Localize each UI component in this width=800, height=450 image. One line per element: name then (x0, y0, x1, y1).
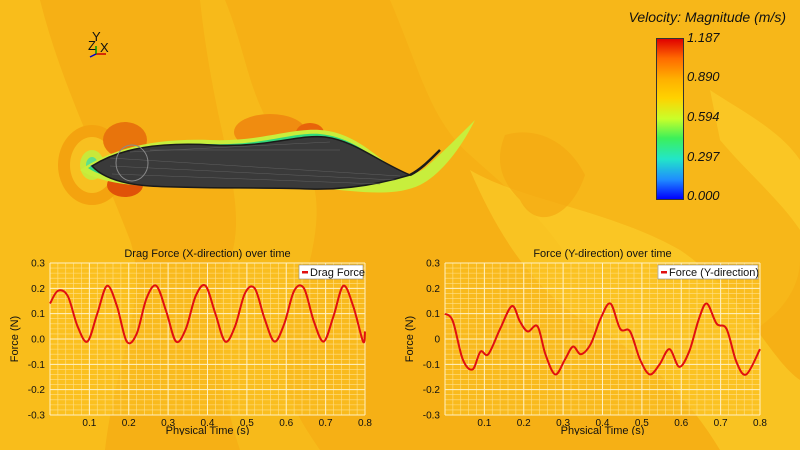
colorbar-tick-2: 0.890 (687, 69, 720, 84)
chart-title: Force (Y-direction) over time (533, 248, 671, 260)
y-tick-label: 0.0 (31, 335, 45, 346)
colorbar-tick-min: 0.000 (687, 188, 720, 203)
x-tick-label: 0.6 (279, 418, 293, 429)
y-tick-label: 0 (434, 335, 440, 346)
series-line (49, 284, 366, 345)
legend-swatch (302, 271, 308, 274)
y-tick-label: 0.2 (426, 284, 440, 295)
y-axis-label: Force (N) (9, 316, 21, 362)
drag-force-chart: Drag Force (X-direction) over time 0.1 0.2… (5, 245, 400, 435)
x-axis-label: Physical Time (s) (166, 425, 250, 435)
y-force-chart: Force (Y-direction) over time 0.1 0.2 0.3 0.… (400, 245, 795, 435)
x-tick-label: 0.5 (240, 418, 254, 429)
chart-svg: Drag Force (X-direction) over time 0.1 0.2… (9, 248, 372, 435)
y-tick-label: -0.1 (423, 360, 441, 371)
velocity-colorbar (656, 38, 684, 200)
x-tick-label: 0.6 (674, 418, 688, 429)
y-tick-label: 0.2 (31, 284, 45, 295)
y-axis-label: Force (N) (404, 316, 416, 362)
axis-z-label: Z (88, 38, 96, 53)
y-tick-label: 0.3 (31, 259, 45, 270)
colorbar-tick-max: 1.187 (687, 30, 720, 45)
x-tick-label: 0.8 (753, 418, 767, 429)
colorbar-title: Velocity: Magnitude (m/s) (628, 9, 786, 25)
legend-label: Drag Force (310, 267, 365, 279)
x-tick-label: 0.7 (714, 418, 728, 429)
y-tick-label: -0.2 (423, 385, 441, 396)
colorbar-tick-4: 0.297 (687, 149, 720, 164)
x-tick-label: 0.2 (517, 418, 531, 429)
x-tick-label: 0.3 (161, 418, 175, 429)
x-tick-label: 0.8 (358, 418, 372, 429)
x-tick-label: 0.4 (596, 418, 610, 429)
legend-swatch (661, 271, 667, 274)
series-line (444, 302, 761, 376)
axis-y-label: Y (92, 29, 101, 44)
axis-x-label: X (100, 40, 109, 55)
x-tick-label: 0.7 (319, 418, 333, 429)
colorbar-tick-3: 0.594 (687, 109, 720, 124)
axis-triad-icon (89, 46, 106, 58)
y-tick-label: 0.3 (426, 259, 440, 270)
legend-label: Force (Y-direction) (669, 267, 759, 279)
y-tick-label: 0.1 (31, 309, 45, 320)
y-tick-label: 0.1 (426, 309, 440, 320)
x-tick-label: 0.5 (635, 418, 649, 429)
x-tick-label: 0.1 (82, 418, 96, 429)
y-tick-label: -0.3 (28, 411, 46, 422)
x-tick-label: 0.2 (122, 418, 136, 429)
chart-title: Drag Force (X-direction) over time (124, 248, 290, 260)
x-axis-label: Physical Time (s) (561, 425, 645, 435)
x-tick-label: 0.4 (201, 418, 215, 429)
y-tick-label: -0.2 (28, 385, 46, 396)
y-tick-label: -0.1 (28, 360, 46, 371)
x-tick-label: 0.3 (556, 418, 570, 429)
legend-box (657, 264, 759, 280)
x-tick-label: 0.1 (477, 418, 491, 429)
chart-svg: Force (Y-direction) over time 0.1 0.2 0.3 0.… (404, 248, 767, 435)
y-tick-label: -0.3 (423, 411, 441, 422)
legend-box (298, 264, 364, 280)
